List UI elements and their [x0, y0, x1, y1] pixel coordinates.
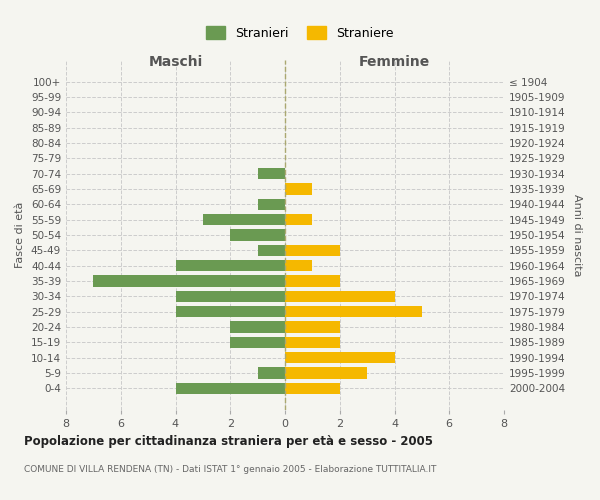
Bar [285, 336, 340, 348]
Y-axis label: Fasce di età: Fasce di età [16, 202, 25, 268]
Bar [285, 352, 395, 364]
Bar [176, 306, 285, 318]
Bar [285, 183, 313, 194]
Bar [285, 290, 395, 302]
Bar [285, 382, 340, 394]
Bar [285, 306, 422, 318]
Bar [257, 368, 285, 379]
Bar [203, 214, 285, 226]
Bar [230, 322, 285, 333]
Legend: Stranieri, Straniere: Stranieri, Straniere [202, 21, 398, 45]
Text: Popolazione per cittadinanza straniera per età e sesso - 2005: Popolazione per cittadinanza straniera p… [24, 435, 433, 448]
Bar [285, 244, 340, 256]
Bar [94, 276, 285, 287]
Y-axis label: Anni di nascita: Anni di nascita [572, 194, 582, 276]
Bar [230, 229, 285, 241]
Bar [285, 214, 313, 226]
Bar [257, 168, 285, 179]
Bar [285, 276, 340, 287]
Text: Femmine: Femmine [359, 56, 430, 70]
Text: COMUNE DI VILLA RENDENA (TN) - Dati ISTAT 1° gennaio 2005 - Elaborazione TUTTITA: COMUNE DI VILLA RENDENA (TN) - Dati ISTA… [24, 465, 436, 474]
Bar [176, 260, 285, 272]
Text: Maschi: Maschi [148, 56, 203, 70]
Bar [257, 244, 285, 256]
Bar [230, 336, 285, 348]
Bar [176, 382, 285, 394]
Bar [285, 368, 367, 379]
Bar [257, 198, 285, 210]
Bar [176, 290, 285, 302]
Bar [285, 260, 313, 272]
Bar [285, 322, 340, 333]
